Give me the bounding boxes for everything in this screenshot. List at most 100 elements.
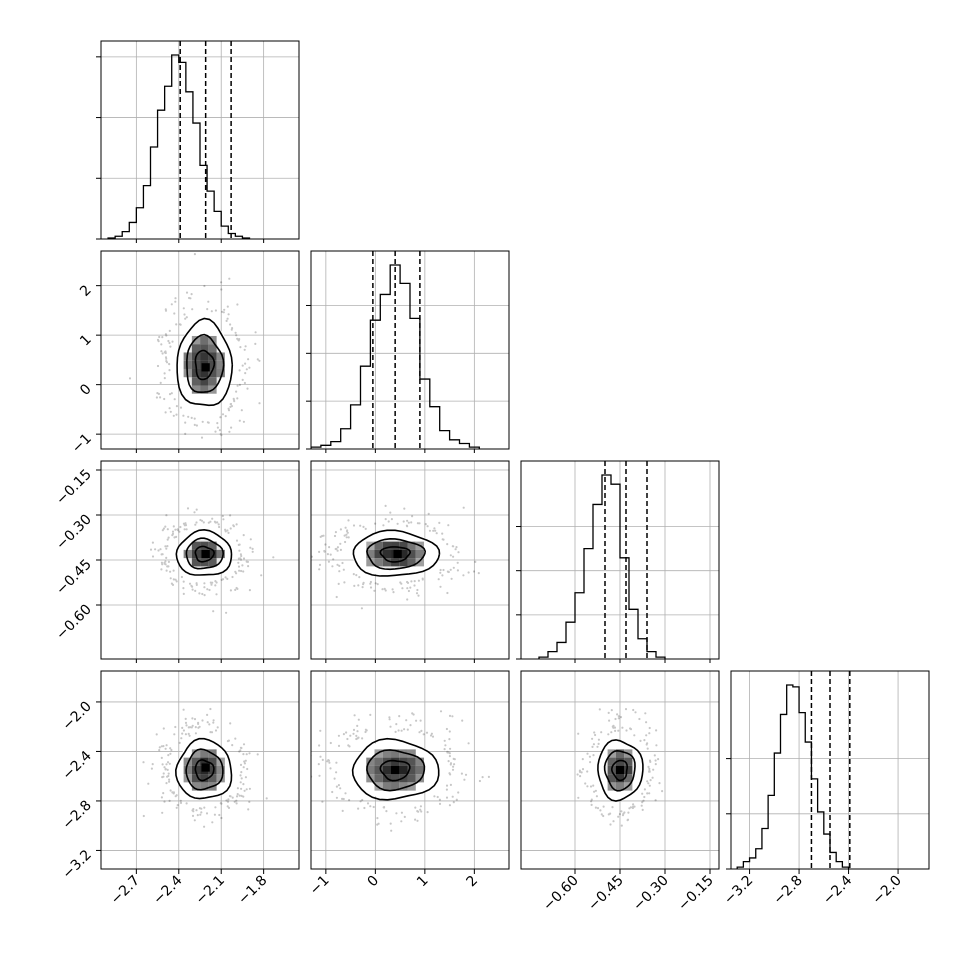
density-cell (208, 757, 217, 766)
histogram-step (736, 684, 850, 869)
density-cell (407, 541, 416, 550)
density-cell (399, 765, 408, 775)
x-tick-label: 2 (464, 873, 482, 891)
density-panel (520, 670, 720, 870)
scatter-points (128, 253, 261, 439)
density-panel (100, 460, 300, 660)
density-cell (624, 765, 633, 775)
contour-line (185, 748, 224, 791)
density-cell (216, 765, 225, 775)
x-tick-label: −0.30 (630, 873, 672, 915)
density-cell (200, 352, 209, 361)
x-tick-label: −2.1 (193, 873, 228, 908)
density-cell (391, 749, 400, 758)
density-cell (216, 352, 225, 361)
contour-line (174, 737, 233, 800)
density-cell (607, 774, 616, 783)
density-cell (208, 377, 217, 386)
histogram-panel (306, 250, 510, 450)
density-cell (208, 558, 217, 567)
density-cell (607, 757, 616, 766)
contour-line (351, 737, 440, 801)
density-cell (374, 765, 383, 775)
x-tick-label: −0.60 (540, 873, 582, 915)
panel-content (311, 671, 509, 869)
density-peak (201, 363, 210, 372)
contour-line (194, 349, 216, 381)
density-panel (100, 670, 300, 870)
x-tick-label: −3.2 (721, 873, 756, 908)
density-cell (374, 558, 383, 567)
density-panel (100, 250, 300, 450)
x-tick-label: −2.0 (870, 873, 905, 908)
histogram-step (311, 264, 480, 449)
x-tick-label: −0.45 (585, 873, 627, 915)
density-cell (415, 757, 425, 766)
density-cell (415, 765, 425, 775)
density-cell (191, 377, 201, 386)
axes-frame (100, 670, 300, 870)
contour-line (194, 545, 215, 563)
panel-content (101, 671, 299, 869)
density-peak (201, 549, 210, 559)
density-cell (374, 757, 383, 766)
histogram-panel (516, 460, 720, 660)
density-cell (399, 558, 408, 567)
panel-content (101, 461, 299, 659)
density-cell (399, 549, 408, 559)
axes-frame (310, 460, 510, 660)
density-cell (382, 765, 392, 775)
density-cell (191, 541, 201, 550)
x-tick-label: 1 (414, 873, 432, 891)
x-tick-label: −2.4 (150, 872, 185, 907)
density-cell (374, 774, 383, 783)
density-cell (191, 344, 201, 353)
density-cell (208, 765, 217, 775)
y-tick-label: −3.2 (59, 847, 94, 882)
x-tick-label: −2.4 (820, 872, 855, 907)
density-cell (391, 774, 400, 783)
x-tick-label: −1.8 (235, 873, 270, 908)
y-tick-label: 0 (77, 381, 95, 399)
density-cell (183, 549, 192, 559)
density-cell (382, 541, 392, 550)
y-tick-label: −0.45 (53, 557, 95, 599)
density-cell (208, 549, 217, 559)
density-cell (200, 368, 209, 378)
density-cell (615, 782, 625, 791)
density-cell (391, 541, 400, 550)
density-panel (310, 460, 510, 660)
histogram-step (107, 54, 251, 239)
density-cell (183, 765, 192, 775)
contour-line (379, 759, 411, 782)
density-cell (415, 549, 425, 559)
density-cell (374, 541, 383, 550)
scatter-points (142, 707, 268, 828)
density-cell (216, 360, 225, 369)
density-cell (415, 558, 425, 567)
axes-frame (310, 670, 510, 870)
contour-line (352, 529, 441, 577)
axes-frame (100, 250, 300, 450)
contour-line (366, 749, 426, 792)
density-peak (393, 549, 402, 559)
y-tick-label: 1 (77, 332, 95, 350)
density-cell (391, 782, 400, 791)
density-cell (407, 749, 416, 758)
density-cell (208, 774, 217, 783)
density-cell (624, 774, 633, 783)
density-cell (374, 549, 383, 559)
density-cell (191, 757, 201, 766)
density-cell (191, 774, 201, 783)
density-cell (399, 782, 408, 791)
contour-line (194, 759, 215, 782)
x-tick-label: −0.15 (675, 873, 717, 915)
density-cell (624, 757, 633, 766)
x-tick-label: 0 (365, 873, 383, 891)
x-tick-label: −1 (307, 873, 333, 899)
density-cell (200, 335, 209, 345)
y-tick-label: −0.60 (53, 602, 95, 644)
panel-content (101, 251, 299, 449)
density-cell (366, 765, 375, 775)
